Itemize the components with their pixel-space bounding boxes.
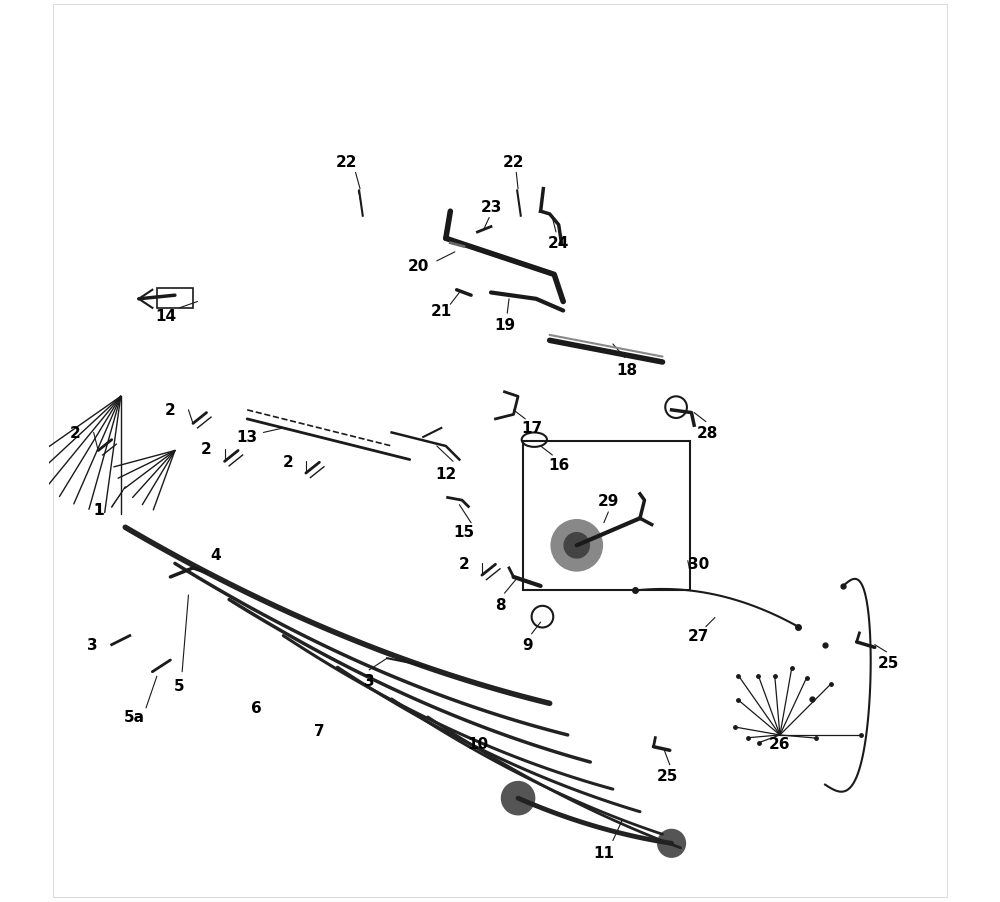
Text: 4: 4: [210, 548, 221, 562]
Circle shape: [564, 533, 589, 558]
Text: 26: 26: [769, 737, 791, 751]
Text: 2: 2: [70, 426, 81, 440]
Text: 15: 15: [453, 525, 474, 539]
Text: 23: 23: [480, 200, 502, 215]
Text: 5a: 5a: [124, 710, 145, 724]
Bar: [157, 289, 193, 308]
Text: 22: 22: [336, 155, 357, 170]
Text: 6: 6: [251, 701, 262, 715]
Text: 8: 8: [495, 597, 505, 612]
Circle shape: [551, 520, 602, 571]
Text: 5: 5: [174, 678, 185, 693]
Text: 3: 3: [87, 638, 97, 652]
Text: 21: 21: [431, 304, 452, 318]
Text: 22: 22: [503, 155, 524, 170]
Text: 1: 1: [93, 502, 103, 517]
Text: 1: 1: [93, 502, 103, 517]
Text: 30: 30: [688, 557, 709, 571]
Text: 17: 17: [521, 421, 542, 436]
Text: 20: 20: [408, 259, 429, 273]
Circle shape: [658, 830, 685, 857]
Text: 25: 25: [878, 656, 899, 670]
Text: 3: 3: [364, 674, 374, 688]
Text: 25: 25: [656, 769, 678, 783]
Text: 12: 12: [435, 466, 456, 481]
Text: 2: 2: [201, 442, 212, 456]
Text: 2: 2: [165, 403, 176, 418]
Text: 19: 19: [494, 318, 515, 332]
Text: 2: 2: [459, 557, 469, 571]
Text: 7: 7: [314, 723, 325, 738]
Text: 10: 10: [467, 737, 488, 751]
Text: 13: 13: [237, 430, 258, 445]
Text: 24: 24: [548, 236, 569, 251]
Circle shape: [502, 782, 534, 815]
Text: 27: 27: [688, 629, 709, 643]
Text: 9: 9: [522, 638, 532, 652]
Bar: [523, 442, 690, 591]
Text: 11: 11: [593, 845, 614, 860]
Text: 18: 18: [616, 363, 637, 377]
Text: 2: 2: [282, 455, 293, 469]
Text: 16: 16: [548, 457, 569, 472]
Text: 29: 29: [598, 493, 619, 508]
Text: 14: 14: [155, 308, 176, 323]
Text: 28: 28: [697, 426, 718, 440]
